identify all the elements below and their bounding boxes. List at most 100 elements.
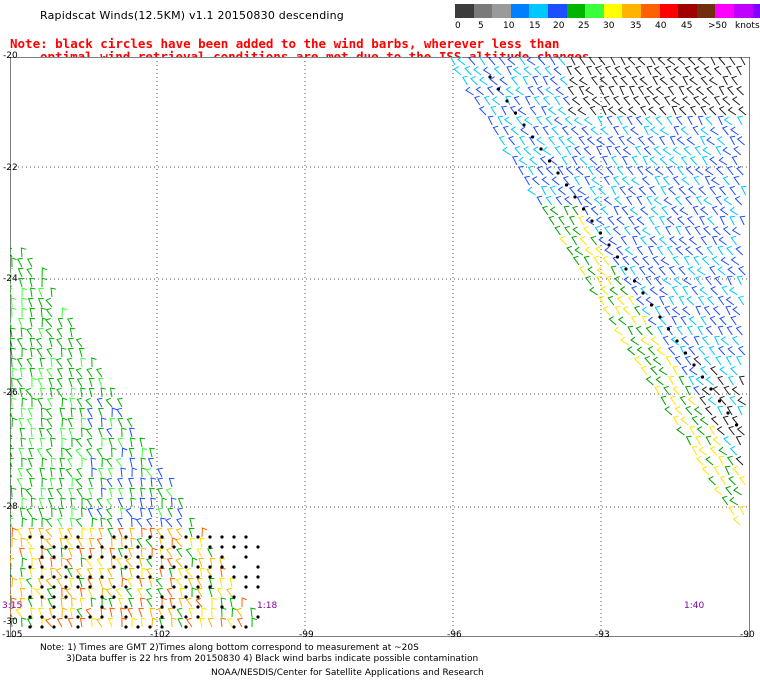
contamination-circle bbox=[539, 147, 543, 151]
wind-barb bbox=[231, 607, 238, 618]
wind-barb bbox=[125, 507, 133, 518]
colorbar-tick-label: 0 bbox=[455, 21, 461, 31]
wind-barb bbox=[711, 205, 719, 216]
wind-barb bbox=[602, 255, 610, 266]
wind-barb bbox=[220, 567, 226, 578]
wind-barb bbox=[177, 497, 184, 508]
wind-barb bbox=[529, 156, 538, 166]
wind-barb bbox=[138, 557, 145, 568]
contamination-circle bbox=[244, 535, 248, 539]
wind-barb bbox=[199, 567, 206, 578]
wind-barb bbox=[597, 186, 606, 196]
wind-barb bbox=[157, 487, 163, 498]
wind-barb bbox=[241, 597, 247, 608]
wind-barb bbox=[589, 105, 597, 116]
colorbar-swatch bbox=[510, 4, 530, 18]
wind-barb bbox=[75, 337, 83, 348]
wind-barb bbox=[68, 577, 75, 588]
wind-barb bbox=[579, 156, 588, 166]
wind-barb bbox=[26, 327, 33, 338]
wind-barb bbox=[41, 277, 47, 288]
wind-barb bbox=[121, 447, 128, 458]
wind-barb bbox=[146, 517, 153, 528]
wind-barb bbox=[507, 135, 515, 146]
wind-barb bbox=[189, 517, 195, 528]
colorbar-tick-label: 5 bbox=[478, 21, 484, 31]
wind-barb bbox=[20, 487, 27, 498]
wind-barb bbox=[56, 487, 63, 498]
wind-barb bbox=[531, 176, 540, 186]
wind-barb bbox=[201, 607, 207, 618]
contamination-circle bbox=[196, 585, 200, 589]
wind-barb bbox=[56, 577, 63, 588]
wind-barb bbox=[539, 155, 548, 166]
wind-barb bbox=[705, 376, 714, 386]
wind-barb bbox=[583, 225, 591, 236]
wind-barb bbox=[85, 557, 93, 568]
wind-barb bbox=[596, 266, 606, 276]
wind-barb bbox=[685, 385, 691, 396]
wind-barb bbox=[21, 617, 27, 628]
wind-barb bbox=[20, 537, 27, 548]
wind-barb bbox=[554, 95, 561, 106]
wind-barb bbox=[191, 557, 198, 568]
wind-barb bbox=[28, 528, 34, 538]
wind-barb bbox=[147, 507, 154, 518]
wind-barb bbox=[638, 265, 646, 276]
wind-barb bbox=[119, 607, 126, 618]
wind-barb bbox=[29, 277, 35, 288]
wind-barb bbox=[659, 315, 667, 326]
wind-barb bbox=[636, 346, 646, 356]
wind-barb bbox=[555, 195, 563, 206]
wind-barb bbox=[641, 176, 650, 186]
wind-barb bbox=[38, 497, 45, 508]
wind-barb bbox=[517, 165, 524, 176]
wind-barb bbox=[706, 215, 715, 226]
wind-barb bbox=[722, 175, 730, 186]
wind-barb bbox=[686, 215, 695, 226]
wind-barb bbox=[654, 275, 662, 286]
wind-barb bbox=[603, 175, 610, 186]
wind-barb bbox=[80, 557, 87, 568]
wind-barb bbox=[729, 135, 736, 146]
wind-barb bbox=[711, 256, 720, 266]
wind-barb bbox=[117, 487, 124, 498]
wind-barb bbox=[67, 317, 73, 328]
contamination-circle bbox=[52, 575, 56, 579]
wind-barb bbox=[685, 435, 692, 446]
contamination-circle bbox=[100, 605, 104, 609]
wind-barb bbox=[669, 395, 677, 406]
wind-barb bbox=[450, 57, 456, 66]
wind-barb bbox=[91, 357, 97, 368]
wind-barb bbox=[31, 377, 37, 388]
wind-barb bbox=[536, 85, 544, 96]
wind-barb bbox=[85, 447, 93, 458]
wind-barb bbox=[169, 597, 175, 608]
contamination-circle bbox=[184, 625, 188, 629]
wind-barb bbox=[10, 507, 13, 518]
wind-barb bbox=[19, 587, 26, 598]
wind-barb bbox=[639, 76, 648, 86]
wind-barb bbox=[565, 145, 572, 156]
contamination-circle bbox=[64, 595, 68, 599]
wind-barb bbox=[37, 287, 44, 298]
wind-barb bbox=[691, 415, 699, 426]
wind-barb bbox=[100, 517, 106, 528]
wind-barb bbox=[668, 375, 675, 386]
wind-barb bbox=[10, 337, 15, 348]
contamination-circle bbox=[28, 565, 32, 569]
wind-barb bbox=[689, 155, 698, 166]
wind-barb bbox=[584, 275, 592, 286]
wind-barb bbox=[717, 295, 725, 306]
wind-barb bbox=[706, 245, 714, 256]
colorbar-swatch bbox=[659, 4, 679, 18]
wind-barb bbox=[727, 106, 737, 116]
wind-barb bbox=[167, 507, 174, 518]
wind-barb bbox=[96, 497, 103, 508]
wind-barb bbox=[198, 558, 204, 568]
wind-barb bbox=[510, 75, 518, 86]
wind-barb bbox=[71, 507, 77, 518]
wind-barb bbox=[610, 155, 618, 166]
wind-barb bbox=[524, 95, 531, 106]
wind-barb bbox=[679, 395, 687, 406]
